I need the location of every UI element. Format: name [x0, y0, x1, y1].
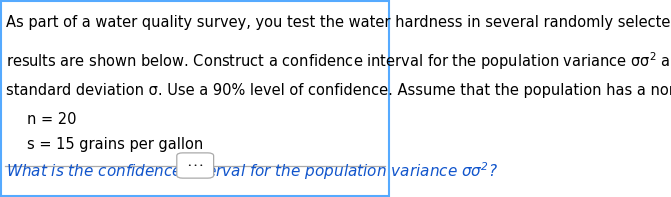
FancyBboxPatch shape [176, 153, 213, 178]
Text: • • •: • • • [188, 163, 203, 168]
Text: results are shown below. Construct a confidence interval for the population vari: results are shown below. Construct a con… [6, 50, 671, 72]
Text: As part of a water quality survey, you test the water hardness in several random: As part of a water quality survey, you t… [6, 15, 671, 30]
Text: standard deviation σ. Use a 90% level of confidence. Assume that the population : standard deviation σ. Use a 90% level of… [6, 83, 671, 98]
Text: s = 15 grains per gallon: s = 15 grains per gallon [27, 137, 203, 152]
Text: What is the confidence interval for the population variance σ$\mathregular{\sigm: What is the confidence interval for the … [6, 160, 498, 182]
Text: n = 20: n = 20 [27, 112, 76, 127]
